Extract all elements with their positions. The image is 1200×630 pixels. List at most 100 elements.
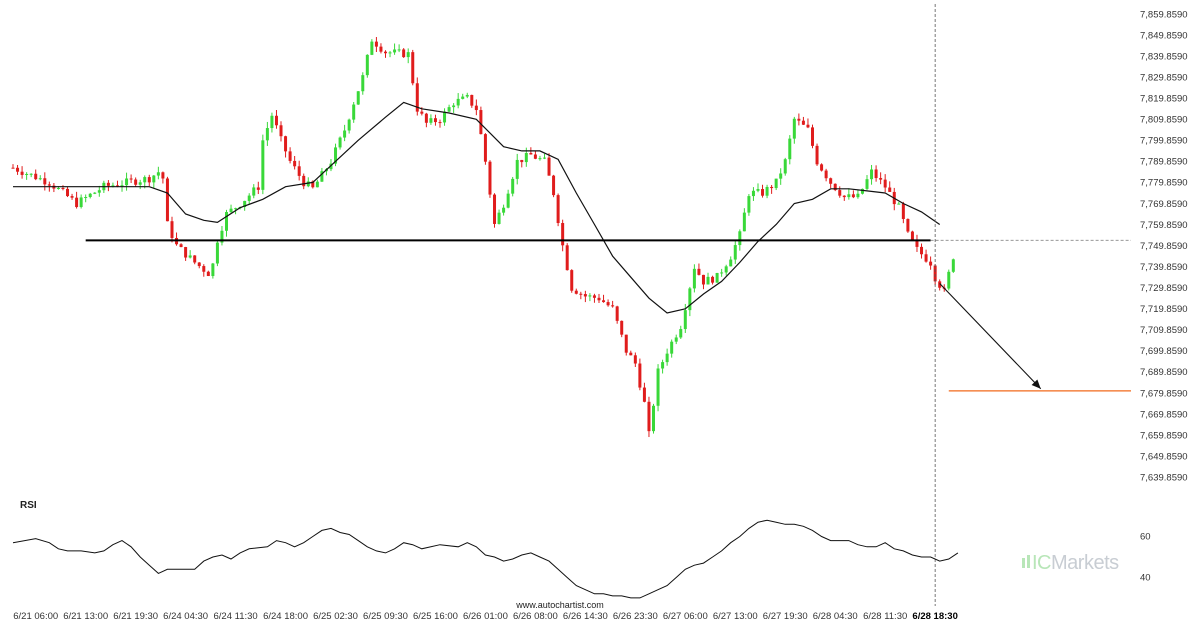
rsi-axis: 60 40 [1140,532,1151,584]
time-tick-label: 6/21 06:00 [13,611,58,622]
time-tick-label: 6/24 18:00 [263,611,308,622]
candle-body [888,187,892,192]
candle-body [697,268,701,275]
candle [447,104,451,113]
candle [801,116,805,126]
time-tick-label: 6/24 04:30 [163,611,208,622]
candle-body [715,272,719,283]
candle [906,218,910,233]
candle [247,193,251,205]
price-tick-label: 7,689.8590 [1140,367,1188,378]
candle-body [520,159,524,163]
candle-body [947,271,951,289]
price-tick-label: 7,829.8590 [1140,72,1188,83]
candle [261,134,265,195]
candle-body [256,187,260,190]
candle-body [120,185,124,187]
candle-body [88,193,92,198]
candle [542,153,546,160]
candle-body [193,255,197,263]
candle-body [38,178,42,180]
candle-body [738,231,742,246]
candle [679,325,683,339]
candle-body [188,255,192,258]
candle [929,256,933,270]
candle [533,150,537,160]
candle-body [270,115,274,129]
time-tick-label: 6/26 23:30 [613,611,658,622]
time-tick-label: 6/25 02:30 [313,611,358,622]
candle [16,164,20,175]
candle-body [465,94,469,97]
candle [606,299,610,307]
candle-body [16,167,20,172]
candle-body [243,200,247,208]
candle-body [93,192,97,194]
candle [388,50,392,58]
candle-body [583,294,587,297]
price-tick-label: 7,849.8590 [1140,30,1188,41]
candle-body [529,153,533,155]
candle-body [806,124,810,128]
candle-body [288,151,292,161]
candle-body [47,184,51,186]
candle [565,243,569,271]
candle-body [334,147,338,164]
candle [579,291,583,300]
candle-body [302,175,306,187]
candle-body [20,171,24,175]
candle [293,155,297,170]
candle-body [415,83,419,112]
candle [256,181,260,195]
candle [88,192,92,199]
candle [888,181,892,192]
moving-average-line [13,101,941,314]
candle-body [343,130,347,138]
candle-body [406,52,410,58]
candle-body [320,171,324,182]
candle-body [184,247,188,258]
candle [583,290,587,303]
candle-body [511,178,515,194]
candle-body [588,295,592,297]
candle-body [247,195,251,201]
candle-body [724,266,728,273]
candle-body [838,190,842,196]
price-tick-label: 7,669.8590 [1140,409,1188,420]
candle-body [629,352,633,356]
candle-body [75,197,79,208]
candle [697,263,701,276]
candle-body [365,54,369,76]
candle [947,269,951,291]
candle [647,396,651,438]
candle [370,39,374,56]
candle [701,274,705,290]
candle [343,124,347,142]
candle-body [393,49,397,53]
candle [829,177,833,189]
time-tick-label: 6/24 11:30 [213,611,257,622]
candle [910,230,914,241]
candle [125,172,129,191]
candle-body [801,120,805,125]
candle-body [284,136,288,152]
candle-body [920,246,924,255]
candle [138,179,142,190]
candle [38,175,42,181]
candle [806,118,810,129]
candle [115,180,119,188]
candle-body [215,242,219,264]
time-tick-label: 6/26 08:00 [513,611,558,622]
candle [134,177,138,188]
candle [397,44,401,53]
rsi-series [12,519,959,599]
candle [352,102,356,123]
candle [556,193,560,227]
candle-body [456,98,460,106]
candle [25,172,29,180]
candle [202,264,206,277]
candle-body [447,107,451,112]
candle-body [542,157,546,159]
candle [433,114,437,126]
candle [842,195,846,201]
